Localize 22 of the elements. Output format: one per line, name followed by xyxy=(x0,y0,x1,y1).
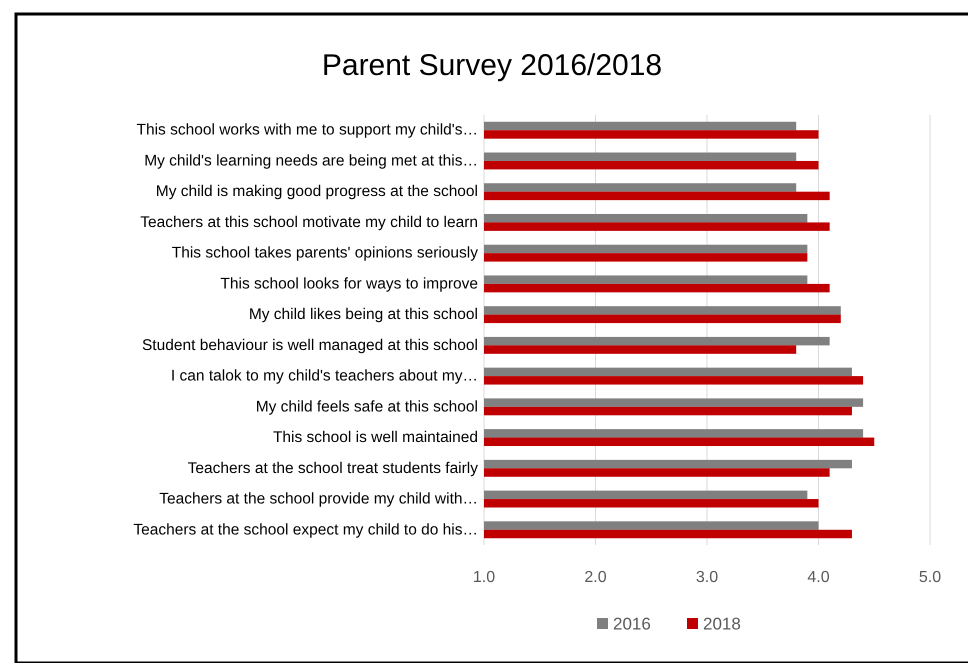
y-tick-label: Teachers at this school motivate my child to learn xyxy=(140,214,478,231)
x-tick-label: 1.0 xyxy=(472,569,496,586)
x-tick-label: 5.0 xyxy=(918,569,942,586)
chart-title: Parent Survey 2016/2018 xyxy=(322,49,662,82)
y-tick-label: My child's learning needs are being met at this… xyxy=(144,152,478,170)
y-tick-label: Teachers at the school provide my child with… xyxy=(159,490,478,508)
legend-label: 2016 xyxy=(613,614,651,634)
x-tick-label: 2.0 xyxy=(584,569,607,586)
y-tick-label: Teachers at the school treat students fairly xyxy=(188,460,478,477)
y-tick-label: This school works with me to support my child's… xyxy=(136,122,478,139)
y-tick-label: My child likes being at this school xyxy=(248,306,478,324)
y-tick-label: This school is well maintained xyxy=(272,429,478,446)
y-tick-label: Student behaviour is well managed at this school xyxy=(142,336,478,354)
y-tick-label: My child feels safe at this school xyxy=(256,398,478,416)
x-tick-label: 4.0 xyxy=(807,569,830,586)
legend-label: 2018 xyxy=(703,614,741,634)
y-tick-label: My child is making good progress at the school xyxy=(156,183,478,200)
y-tick-label: This school looks for ways to improve xyxy=(220,275,478,292)
y-tick-label: This school takes parents' opinions seriously xyxy=(172,244,478,262)
x-tick-label: 3.0 xyxy=(696,569,718,586)
y-tick-label: Teachers at the school expect my child to do his… xyxy=(133,521,478,538)
y-tick-label: I can talok to my child's teachers about my… xyxy=(170,368,478,385)
